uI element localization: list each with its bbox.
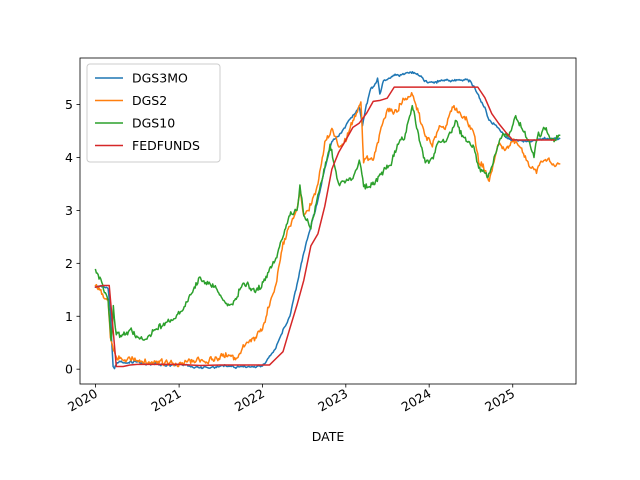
y-tick-label: 4 xyxy=(65,150,73,165)
legend-label-dgs3mo: DGS3MO xyxy=(132,71,188,86)
series-line-dgs10 xyxy=(94,104,561,342)
legend-label-dgs10: DGS10 xyxy=(132,116,175,131)
series-layer xyxy=(94,71,561,370)
series-line-dgs2 xyxy=(94,91,561,368)
legend: DGS3MO DGS2 DGS10 FEDFUNDS xyxy=(86,63,221,163)
y-tick-label: 2 xyxy=(65,256,73,271)
y-tick-label: 0 xyxy=(65,362,73,377)
y-tick-label: 3 xyxy=(65,203,73,218)
plot-area-frame xyxy=(79,57,577,385)
x-axis-label: DATE xyxy=(312,429,345,444)
y-axis: 0 1 2 3 4 5 xyxy=(65,97,80,377)
legend-label-fedfunds: FEDFUNDS xyxy=(132,138,200,153)
y-tick-label: 5 xyxy=(65,97,73,112)
legend-label-dgs2: DGS2 xyxy=(132,93,167,108)
legend-box xyxy=(86,63,221,163)
series-line-fedfunds xyxy=(94,86,555,368)
y-tick-label: 1 xyxy=(65,309,73,324)
